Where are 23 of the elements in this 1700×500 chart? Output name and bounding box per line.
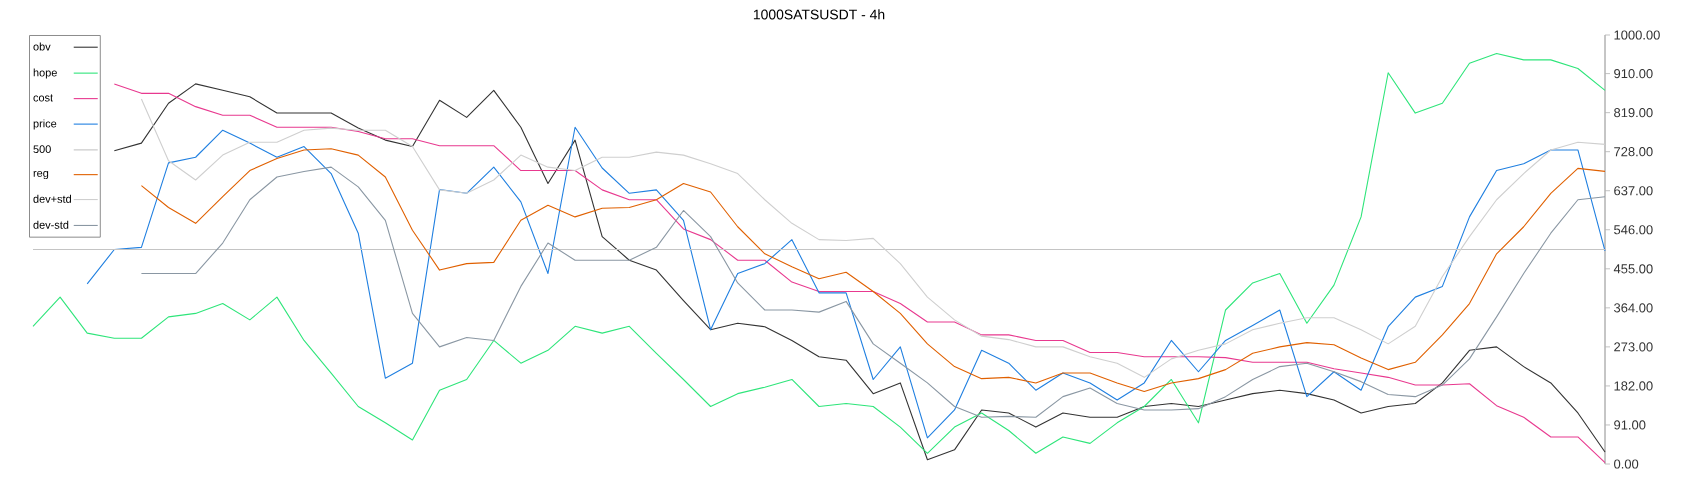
y-tick-label: 455.00 <box>1613 264 1653 274</box>
chart-title: 1000SATSUSDT - 4h <box>753 9 885 20</box>
y-tick-label: 364.00 <box>1614 303 1653 313</box>
y-tick-label: 182.00 <box>1614 381 1653 391</box>
legend-label: hope <box>33 68 57 79</box>
y-tick-label: 637.00 <box>1614 186 1653 196</box>
line-series <box>140 148 1606 393</box>
legend-label: obv <box>33 42 51 51</box>
y-tick-label: 273.00 <box>1614 342 1653 352</box>
legend-label: dev+std <box>33 194 71 203</box>
legend-label: dev-std <box>33 220 69 229</box>
y-tick-label: 0.00 <box>1614 459 1639 469</box>
legend-label: cost <box>33 94 54 102</box>
y-tick-label: 91.00 <box>1614 420 1646 430</box>
legend-label: reg <box>33 170 49 180</box>
legend-label: 500 <box>33 145 51 154</box>
y-tick-label: 910.00 <box>1614 69 1653 79</box>
y-tick-label: 1000.00 <box>1614 30 1660 40</box>
y-tick-label: 728.00 <box>1614 147 1653 157</box>
y-tick-label: 819.00 <box>1614 108 1653 118</box>
line-series <box>86 126 1606 439</box>
y-tick-label: 546.00 <box>1614 225 1653 235</box>
legend-label: price <box>33 119 57 130</box>
